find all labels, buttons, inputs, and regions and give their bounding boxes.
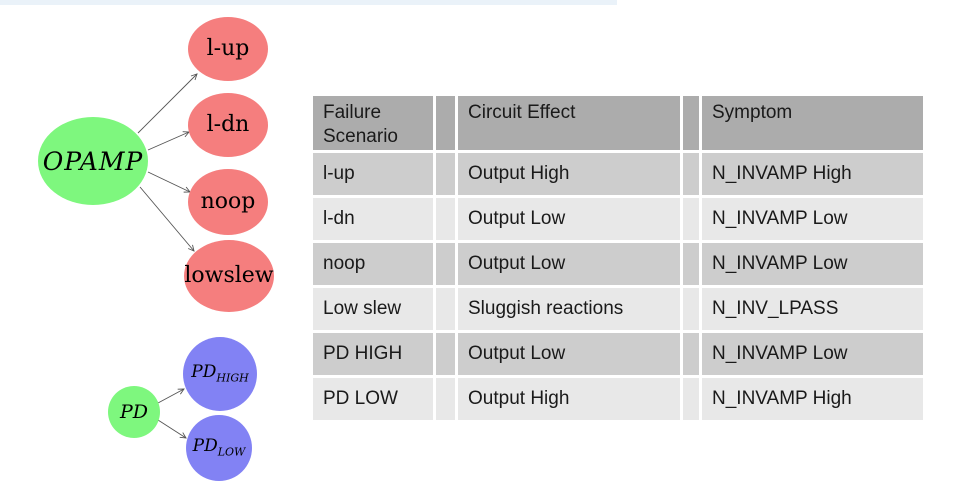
cell-effect: Output Low (458, 333, 680, 375)
node-l-dn-label: l-dn (206, 112, 250, 137)
edge-opamp-lowslew (139, 186, 195, 252)
node-opamp: OPAMP (38, 117, 148, 205)
node-noop: noop (188, 169, 268, 235)
cell-spacer (436, 243, 455, 285)
edge-opamp-noop (147, 171, 191, 193)
node-lowslew: lowslew (184, 240, 274, 312)
header-circuit-effect: Circuit Effect (458, 96, 680, 150)
cell-symptom: N_INVAMP Low (702, 333, 923, 375)
node-l-dn: l-dn (188, 93, 268, 157)
header-spacer-2 (683, 96, 699, 150)
cell-spacer (683, 243, 699, 285)
node-opamp-label: OPAMP (42, 146, 144, 176)
node-pd-low: PDLOW (186, 415, 252, 481)
node-l-up-label: l-up (206, 36, 250, 61)
cell-spacer (683, 153, 699, 195)
cell-scenario: l-dn (313, 198, 433, 240)
cell-symptom: N_INVAMP High (702, 153, 923, 195)
cell-scenario: l-up (313, 153, 433, 195)
cell-spacer (683, 378, 699, 420)
cell-symptom: N_INV_LPASS (702, 288, 923, 330)
node-pd-low-label: PDLOW (192, 436, 246, 459)
node-pd-low-subscript: LOW (217, 445, 246, 459)
edge-opamp-ldn (147, 131, 190, 151)
cell-spacer (683, 198, 699, 240)
node-pd-high-subscript: HIGH (216, 371, 249, 385)
node-lowslew-label: lowslew (184, 263, 274, 288)
cell-effect: Output High (458, 153, 680, 195)
cell-symptom: N_INVAMP Low (702, 198, 923, 240)
header-failure-scenario: Failure Scenario (313, 96, 433, 150)
edge-pd-pdhigh (157, 388, 185, 404)
header-spacer-1 (436, 96, 455, 150)
top-accent-bar (0, 0, 617, 5)
cell-symptom: N_INVAMP Low (702, 243, 923, 285)
cell-scenario: Low slew (313, 288, 433, 330)
cell-scenario: PD HIGH (313, 333, 433, 375)
node-pd-label: PD (119, 400, 149, 423)
node-pd: PD (108, 386, 160, 438)
node-noop-label: noop (200, 189, 256, 214)
cell-effect: Sluggish reactions (458, 288, 680, 330)
cell-scenario: noop (313, 243, 433, 285)
edge-pd-pdlow (157, 419, 187, 439)
cell-spacer (683, 333, 699, 375)
cell-effect: Output Low (458, 198, 680, 240)
cell-spacer (683, 288, 699, 330)
failure-table: Failure Scenario Circuit Effect Symptom … (313, 96, 923, 420)
node-pd-high-label: PDHIGH (191, 362, 249, 385)
cell-effect: Output High (458, 378, 680, 420)
cell-symptom: N_INVAMP High (702, 378, 923, 420)
cell-scenario: PD LOW (313, 378, 433, 420)
cell-spacer (436, 288, 455, 330)
node-l-up: l-up (188, 17, 268, 81)
cell-spacer (436, 333, 455, 375)
header-symptom: Symptom (702, 96, 923, 150)
cell-spacer (436, 198, 455, 240)
cell-spacer (436, 378, 455, 420)
node-pd-high: PDHIGH (183, 337, 257, 411)
cell-effect: Output Low (458, 243, 680, 285)
cell-spacer (436, 153, 455, 195)
